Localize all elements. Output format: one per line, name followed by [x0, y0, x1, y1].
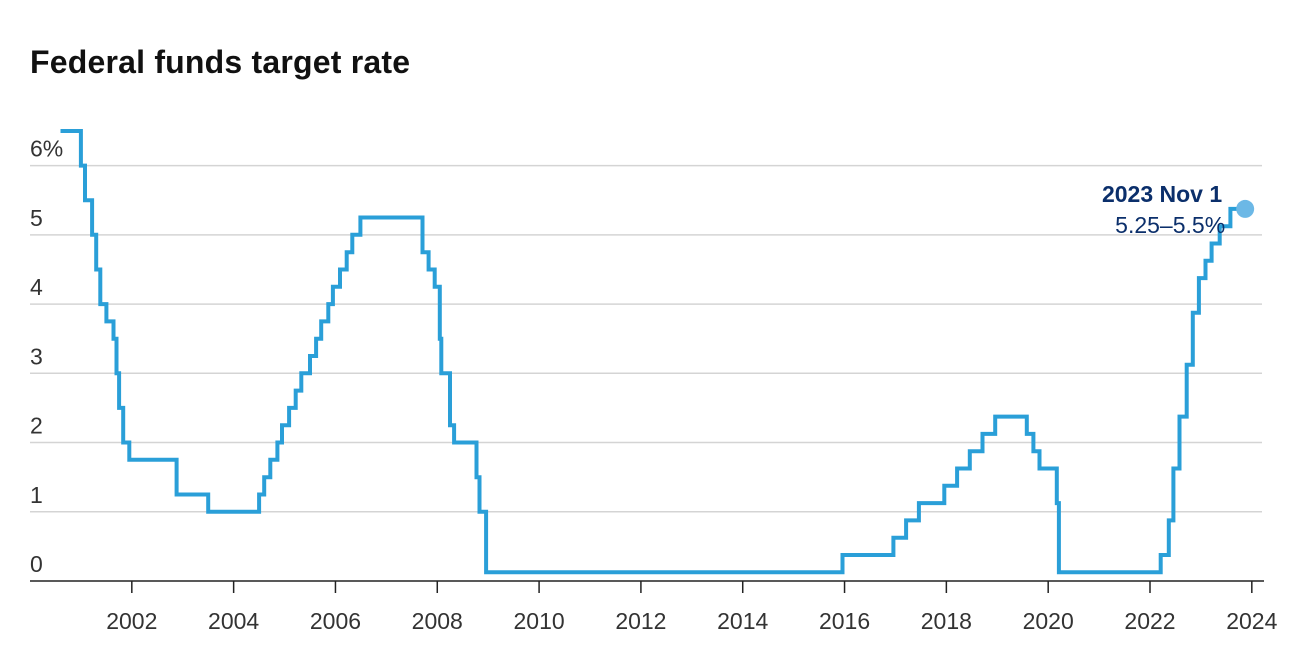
x-tick-label-2020: 2020	[1023, 608, 1074, 634]
x-tick-label-2010: 2010	[514, 608, 565, 634]
x-tick-label-2004: 2004	[208, 608, 259, 634]
gridlines	[30, 164, 1262, 513]
x-tick-label-2008: 2008	[412, 608, 463, 634]
latest-point-marker	[1236, 199, 1255, 218]
y-tick-label-2: 2	[30, 413, 43, 439]
annotation-date: 2023 Nov 1	[1102, 181, 1222, 207]
x-tick-label-2022: 2022	[1124, 608, 1175, 634]
y-tick-label-6: 6%	[30, 136, 63, 162]
y-tick-label-3: 3	[30, 343, 43, 369]
y-tick-label-5: 5	[30, 205, 43, 231]
x-tick-label-2002: 2002	[106, 608, 157, 634]
x-tick-label-2014: 2014	[717, 608, 768, 634]
annotation-layer: 2023 Nov 1 5.25–5.5%	[1102, 181, 1255, 238]
y-tick-label-0: 0	[30, 551, 43, 577]
series-layer	[60, 129, 1244, 575]
x-tick-label-2006: 2006	[310, 608, 361, 634]
y-tick-label-4: 4	[30, 274, 43, 300]
x-tick-label-2024: 2024	[1226, 608, 1277, 634]
x-axis: 2002 2004 2006 2008 2010 2012 2014 2016 2018 2020…	[30, 580, 1278, 634]
annotation-value: 5.25–5.5%	[1115, 212, 1225, 238]
chart-title: Federal funds target rate	[30, 44, 411, 80]
x-tick-label-2016: 2016	[819, 608, 870, 634]
y-axis-ticks: 0 1 2 3 4 5 6%	[30, 136, 63, 577]
x-tick-label-2012: 2012	[615, 608, 666, 634]
y-tick-label-1: 1	[30, 482, 43, 508]
series-line-0	[60, 129, 1244, 575]
x-tick-label-2018: 2018	[921, 608, 972, 634]
